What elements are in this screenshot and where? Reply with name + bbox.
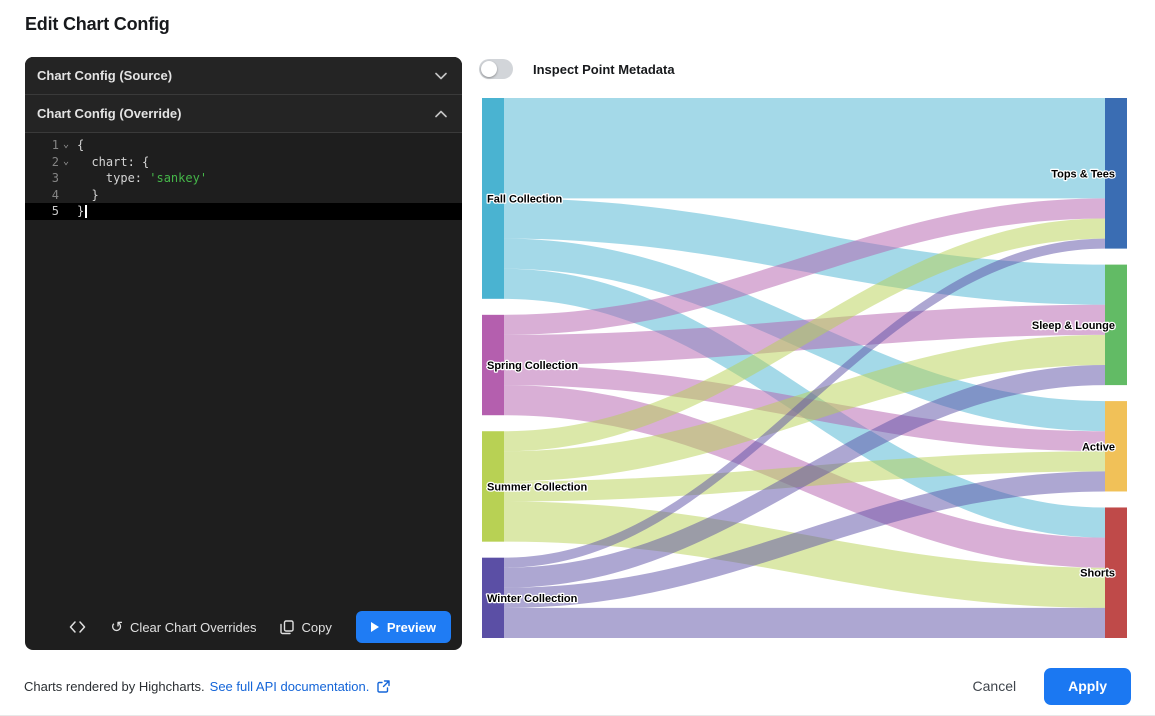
code-line[interactable]: 1 ⌄ { <box>25 137 462 154</box>
sankey-node[interactable] <box>1105 507 1127 638</box>
highcharts-credit-row: Charts rendered by Highcharts. See full … <box>24 678 391 694</box>
line-number: 5 <box>51 204 59 218</box>
clear-chart-overrides-label: Clear Chart Overrides <box>130 619 257 635</box>
text-cursor <box>85 205 87 218</box>
code-text: type: 'sankey' <box>77 171 208 185</box>
sankey-node-label: Winter Collection <box>487 593 578 605</box>
copy-button[interactable]: Copy <box>280 619 332 635</box>
sankey-link[interactable] <box>504 501 1105 608</box>
sankey-node-label: Active <box>1082 441 1115 453</box>
sankey-node-label: Fall Collection <box>487 193 562 205</box>
history-icon: ↺ <box>110 618 124 636</box>
sankey-node-label: Spring Collection <box>487 360 578 372</box>
line-number: 1 <box>51 138 59 152</box>
sankey-node[interactable] <box>1105 264 1127 386</box>
footer: Charts rendered by Highcharts. See full … <box>0 657 1155 715</box>
sankey-chart: Fall Collection Spring Collection Summer C… <box>482 98 1127 638</box>
page-title: Edit Chart Config <box>25 14 170 34</box>
code-text: } <box>73 203 87 220</box>
sankey-node-label: Sleep & Lounge <box>1032 320 1115 332</box>
sankey-node[interactable] <box>1105 98 1127 249</box>
play-icon <box>370 622 379 632</box>
sankey-node[interactable] <box>482 314 504 416</box>
sankey-link[interactable] <box>504 198 1105 335</box>
sankey-node-label: Tops & Tees <box>1051 168 1115 180</box>
override-config-section-header[interactable]: Chart Config (Override) <box>25 95 462 133</box>
copy-label: Copy <box>301 619 332 635</box>
preview-button[interactable]: Preview <box>355 611 451 643</box>
highcharts-credit: Charts rendered by Highcharts. <box>24 678 205 694</box>
fold-chevron-icon[interactable]: ⌄ <box>62 139 70 151</box>
editor-toolbar: ↺ Clear Chart Overrides Copy Preview <box>25 604 462 650</box>
clear-chart-overrides-button[interactable]: ↺ Clear Chart Overrides <box>110 620 256 635</box>
code-line[interactable]: 4 } <box>25 187 462 204</box>
code-line[interactable]: 3 type: 'sankey' <box>25 170 462 187</box>
code-editor[interactable]: 1 ⌄{2 ⌄ chart: {3 type: 'sankey' 4 } 5} <box>25 133 462 604</box>
inspect-point-metadata-label: Inspect Point Metadata <box>533 61 675 77</box>
preview-label: Preview <box>386 619 436 635</box>
code-view-button[interactable] <box>69 621 86 633</box>
sankey-link[interactable] <box>504 365 1105 588</box>
footer-actions: Cancel Apply <box>959 667 1131 705</box>
code-line[interactable]: 5} <box>25 203 462 220</box>
sankey-node[interactable] <box>482 98 504 299</box>
sankey-node[interactable] <box>482 557 504 638</box>
sankey-link[interactable] <box>504 238 1105 568</box>
line-number: 2 <box>51 154 59 169</box>
chevron-up-icon[interactable] <box>435 110 447 118</box>
sankey-node-label: Shorts <box>1080 568 1115 580</box>
code-line[interactable]: 2 ⌄ chart: { <box>25 154 462 171</box>
code-text: chart: { <box>77 154 150 169</box>
api-documentation-link[interactable]: See full API documentation. <box>209 678 370 694</box>
inspect-metadata-row: Inspect Point Metadata <box>479 59 675 79</box>
chevron-down-icon[interactable] <box>435 72 447 80</box>
line-number: 3 <box>51 171 59 185</box>
line-number: 4 <box>51 187 59 202</box>
copy-icon <box>280 619 295 634</box>
inspect-point-metadata-toggle[interactable] <box>479 59 513 79</box>
sankey-link[interactable] <box>504 471 1105 608</box>
sankey-link[interactable] <box>504 98 1105 199</box>
apply-button[interactable]: Apply <box>1044 667 1131 705</box>
sankey-node[interactable] <box>1105 401 1127 492</box>
sankey-node[interactable] <box>482 431 504 542</box>
external-link-icon[interactable] <box>377 679 391 693</box>
chart-config-editor-panel: Chart Config (Source) Chart Config (Over… <box>25 57 462 650</box>
sankey-link[interactable] <box>504 198 1105 305</box>
fold-chevron-icon[interactable]: ⌄ <box>62 155 70 167</box>
sankey-node-label: Summer Collection <box>487 481 588 493</box>
code-text: { <box>77 138 85 152</box>
cancel-button[interactable]: Cancel <box>959 670 1031 702</box>
sankey-link[interactable] <box>504 218 1105 452</box>
override-config-label: Chart Config (Override) <box>37 106 182 121</box>
toggle-knob <box>481 61 497 77</box>
code-text: } <box>77 187 99 202</box>
source-config-section-header[interactable]: Chart Config (Source) <box>25 57 462 95</box>
code-icon <box>70 621 86 633</box>
source-config-label: Chart Config (Source) <box>37 68 173 83</box>
sankey-link[interactable] <box>504 607 1105 638</box>
